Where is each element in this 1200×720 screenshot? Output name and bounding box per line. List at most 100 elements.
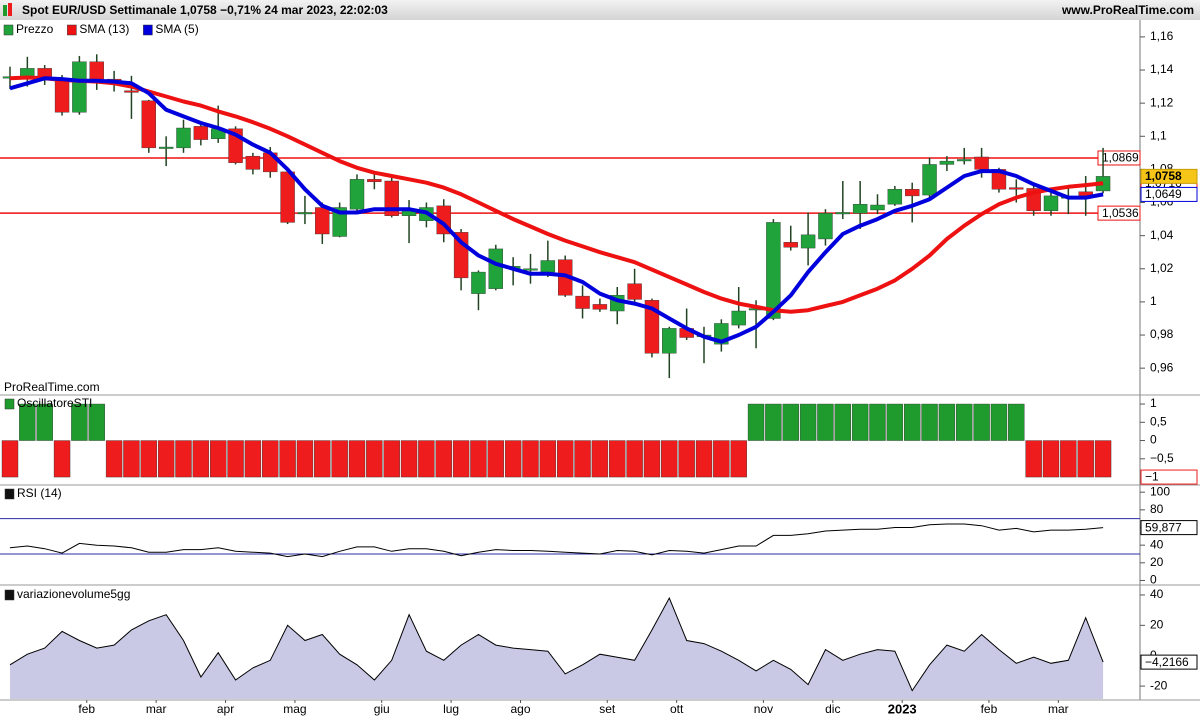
candle-body	[939, 160, 955, 165]
oscillator-bar	[19, 403, 36, 441]
oscillator-bar	[834, 403, 851, 441]
oscillator-bar	[140, 440, 158, 478]
level-label: 1,0869	[1102, 151, 1139, 165]
candle-body	[627, 283, 642, 300]
candle-body	[1009, 187, 1024, 190]
oscillator-bar	[296, 440, 314, 478]
y-tick-label: 1	[1150, 294, 1157, 308]
header-site: www.ProRealTime.com	[1061, 3, 1194, 17]
x-tick-label: lug	[443, 702, 459, 716]
oscillator-bar	[817, 403, 834, 441]
level-label-box	[1097, 205, 1141, 221]
legend-swatch	[4, 488, 15, 500]
candle-body	[297, 212, 313, 215]
candle-body	[384, 180, 399, 216]
oscillator-bar	[609, 440, 626, 478]
candle-body	[488, 248, 503, 289]
oscillator-bar	[730, 440, 747, 478]
last-value-box	[1140, 469, 1198, 485]
candle-body	[887, 189, 903, 205]
y-tick-label: 0,98	[1150, 327, 1174, 341]
oscillator-bar	[782, 403, 799, 441]
oscillator-bar	[36, 403, 53, 441]
oscillator-bar	[747, 403, 765, 441]
oscillator-bar	[123, 440, 140, 478]
y-tick-label: 0	[1150, 433, 1157, 447]
x-tick-label: ago	[510, 702, 530, 716]
candle-body	[280, 171, 295, 223]
candle-body	[124, 90, 139, 93]
oscillator-bar	[1060, 440, 1077, 478]
y-tick-label: 20	[1150, 555, 1164, 569]
candle-body	[332, 207, 347, 237]
oscillator-bar	[661, 440, 678, 478]
y-tick-label: 0,96	[1150, 360, 1174, 374]
rsi-line	[9, 523, 1104, 558]
y-tick-label: 1,14	[1150, 62, 1174, 76]
candle-body	[905, 189, 920, 197]
y-tick-label: 0,5	[1150, 414, 1167, 428]
candle-body	[852, 203, 868, 214]
last-value-label: −4,2166	[1145, 655, 1189, 669]
y-tick-label: 1,1	[1150, 128, 1167, 142]
oscillator-bar	[539, 440, 557, 478]
oscillator-bar	[105, 440, 123, 478]
oscillator-bar	[470, 440, 487, 478]
oscillator-bar	[157, 440, 175, 478]
x-tick-label: 2023	[888, 701, 917, 716]
oscillator-bar	[713, 440, 730, 478]
candle-body	[592, 304, 608, 310]
candle-body	[54, 78, 70, 113]
oscillator-bar	[348, 440, 366, 478]
candle-body	[974, 156, 989, 170]
x-tick-label: mar	[146, 702, 167, 716]
candle-body	[766, 222, 781, 319]
oscillator-bar	[626, 440, 643, 478]
y-tick-label: 0	[1150, 573, 1157, 587]
candle-body	[72, 61, 87, 113]
oscillator-bar	[175, 440, 192, 478]
oscillator-bar	[973, 403, 990, 441]
candle-body	[158, 146, 174, 149]
oscillator-bar	[262, 440, 279, 478]
last-value-label: 1,0649	[1145, 187, 1182, 201]
oscillator-bar	[400, 440, 418, 478]
candle-body	[957, 159, 972, 162]
y-tick-label: 1,02	[1150, 261, 1174, 275]
last-value-box	[1140, 654, 1198, 670]
candle-body	[523, 268, 538, 271]
x-tick-label: feb	[78, 702, 95, 716]
y-tick-label: 20	[1150, 618, 1164, 632]
oscillator-bar	[904, 403, 921, 441]
y-tick-label: 100	[1150, 484, 1170, 498]
candle-body	[349, 179, 365, 210]
area-fill	[10, 598, 1104, 699]
candle-body	[141, 100, 157, 149]
oscillator-bar	[522, 440, 539, 478]
legend-label: Prezzo	[16, 22, 54, 36]
oscillator-bar	[88, 403, 105, 441]
header-bar	[0, 0, 1200, 20]
legend-swatch	[4, 398, 15, 410]
legend-swatch	[67, 24, 77, 36]
legend-swatch	[143, 24, 153, 36]
y-tick-label: 1	[1150, 396, 1157, 410]
oscillator-bar	[557, 440, 574, 478]
candle-body	[575, 295, 590, 309]
oscillator-bar	[990, 403, 1008, 441]
legend-label: RSI (14)	[17, 486, 62, 500]
oscillator-bar	[383, 440, 400, 478]
candle-body	[20, 68, 35, 77]
candle-body	[870, 204, 885, 211]
oscillator-bar	[643, 440, 661, 478]
candle-body	[245, 155, 261, 170]
oscillator-bar	[869, 403, 886, 441]
oscillator-bar	[279, 440, 296, 478]
oscillator-bar	[71, 403, 88, 441]
y-tick-label: -20	[1150, 678, 1168, 692]
oscillator-bar	[452, 440, 470, 478]
oscillator-bar	[1025, 440, 1042, 478]
x-tick-label: feb	[981, 702, 998, 716]
candle-body	[835, 212, 850, 215]
